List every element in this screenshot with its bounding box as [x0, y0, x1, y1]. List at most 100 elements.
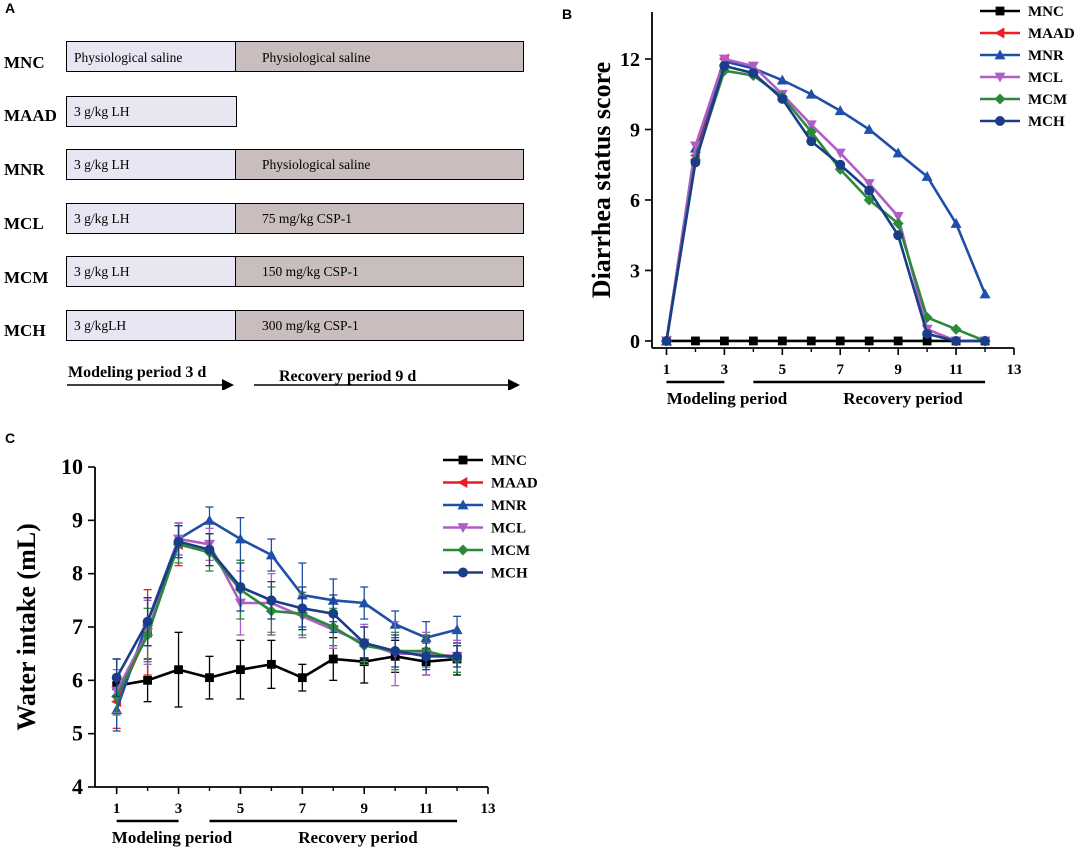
series-mnr: [111, 506, 463, 732]
modeling-treatment: 3 g/kg LH: [74, 211, 130, 226]
legend-label: MCM: [1028, 92, 1067, 108]
data-point: [892, 217, 904, 229]
modeling-bar: [66, 96, 237, 127]
modeling-bar: [66, 41, 237, 72]
legend: MNC MAAD MNR MCL MCM MCH: [980, 4, 1075, 130]
legend-marker: [458, 567, 468, 578]
recovery-period-label: Recovery period 9 d: [279, 368, 417, 385]
modeling-period-label: Modeling period 3 d: [68, 364, 207, 381]
data-point: [720, 336, 729, 346]
panel-c-letter: C: [5, 430, 16, 446]
modeling-arrow-head: [222, 379, 234, 390]
data-point: [421, 651, 432, 662]
data-point: [266, 595, 277, 606]
x-tick-label: 3: [721, 362, 729, 378]
data-point: [835, 336, 845, 346]
data-point: [863, 179, 875, 190]
series-line: [665, 57, 986, 343]
data-point: [173, 536, 184, 547]
data-point: [805, 120, 817, 131]
x-tick-label: 11: [949, 362, 963, 378]
legend-label: MCL: [491, 521, 526, 537]
recovery-bar: [235, 149, 524, 180]
series-mcm: [111, 525, 463, 716]
modeling-treatment: 3 g/kgLH: [74, 318, 127, 333]
legend-label: MCH: [491, 566, 528, 582]
legend-marker: [994, 93, 1006, 105]
series-line: [115, 518, 458, 711]
legend-label: MNC: [1028, 4, 1064, 20]
data-point: [266, 659, 276, 669]
y-axis-label: Water intake (mL): [12, 523, 41, 731]
recovery-treatment: 300 mg/kg CSP-1: [262, 318, 359, 333]
x-tick-label: 9: [360, 801, 368, 817]
modeling-period-label: Modeling period: [667, 389, 788, 408]
data-point: [776, 74, 788, 85]
data-point: [203, 514, 215, 525]
legend-marker: [457, 477, 468, 488]
series-mnc: [112, 631, 462, 713]
modeling-period-label: Modeling period: [112, 828, 233, 847]
group-label: MCM: [4, 268, 49, 287]
data-point: [204, 544, 215, 555]
data-point: [979, 288, 991, 299]
recovery-period-label: Recovery period: [298, 828, 418, 847]
data-point: [691, 336, 700, 346]
data-point: [834, 148, 846, 159]
legend-marker: [457, 544, 469, 556]
data-point: [143, 675, 153, 685]
recovery-bar: [235, 310, 524, 341]
legend-label: MNC: [491, 453, 527, 469]
series-mcl: [111, 522, 463, 713]
recovery-treatment: 150 mg/kg CSP-1: [262, 264, 359, 279]
data-point: [359, 638, 370, 648]
data-point: [205, 673, 214, 683]
recovery-treatment: 75 mg/kg CSP-1: [262, 211, 353, 226]
data-point: [864, 336, 874, 346]
modeling-treatment: 3 g/kg LH: [74, 264, 130, 279]
data-point: [719, 61, 730, 71]
data-point: [892, 147, 904, 158]
data-point: [777, 336, 787, 346]
panel-a-letter: A: [5, 0, 16, 16]
legend-label: MCH: [1028, 114, 1065, 130]
y-tick-label: 7: [72, 614, 83, 639]
recovery-bar: [235, 41, 524, 72]
data-point: [235, 582, 246, 592]
legend-label: MNR: [491, 498, 527, 514]
data-point: [777, 93, 788, 104]
x-tick-label: 5: [237, 801, 245, 817]
recovery-treatment: Physiological saline: [262, 50, 371, 65]
y-tick-label: 6: [72, 667, 83, 692]
data-point: [806, 136, 817, 147]
data-point: [174, 665, 183, 675]
data-point: [689, 141, 701, 152]
modeling-bar: [66, 203, 237, 234]
data-point: [951, 336, 962, 346]
x-tick-label: 7: [836, 362, 844, 378]
recovery-arrow-head: [508, 379, 520, 390]
data-point: [893, 230, 904, 241]
y-tick-label: 9: [72, 507, 83, 532]
x-tick-label: 9: [894, 362, 902, 378]
series-line: [665, 69, 986, 343]
x-tick-label: 3: [175, 801, 183, 817]
group-label: MNR: [4, 160, 45, 179]
y-axis-label: Diarrhea status score: [587, 62, 616, 298]
x-tick-label: 1: [113, 801, 121, 817]
y-tick-label: 6: [630, 190, 640, 212]
legend-label: MNR: [1028, 48, 1064, 64]
y-tick-label: 9: [630, 119, 640, 141]
series-mch: [111, 525, 463, 697]
data-point: [950, 217, 962, 228]
modeling-treatment: Physiological saline: [74, 50, 183, 65]
data-point: [922, 328, 933, 339]
y-tick-label: 10: [61, 454, 83, 479]
data-point: [950, 323, 962, 335]
y-tick-label: 3: [630, 260, 640, 282]
data-point: [142, 616, 153, 627]
data-point: [234, 533, 246, 544]
data-point: [328, 608, 339, 619]
data-point: [835, 159, 846, 170]
